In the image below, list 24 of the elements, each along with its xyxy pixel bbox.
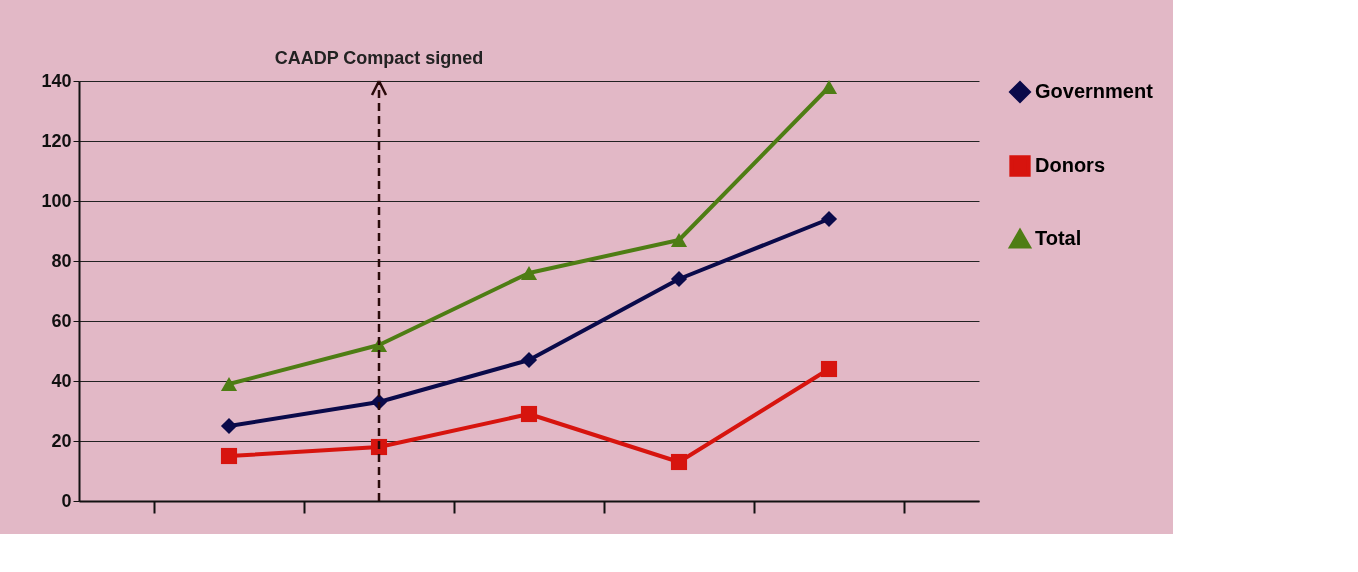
point (670, 453, 688, 471)
point (520, 266, 538, 280)
legend-label: Total (1035, 227, 1082, 249)
point (820, 80, 838, 94)
point (220, 447, 238, 465)
y-tick-label: 0 (61, 490, 72, 511)
text: CAADP Compact signed (274, 48, 484, 68)
point (670, 233, 688, 247)
point (670, 270, 688, 288)
point (520, 351, 538, 369)
point (820, 210, 838, 228)
point (820, 360, 838, 378)
point (520, 405, 538, 423)
point (220, 377, 238, 391)
legend-label: Donors (1035, 154, 1105, 176)
y-tick-label: 120 (41, 130, 72, 151)
y-tick-label: 140 (41, 70, 72, 91)
legend-label: Government (1035, 80, 1154, 102)
y-tick-label: 20 (51, 430, 72, 451)
y-tick-label: 60 (51, 310, 72, 331)
y-tick-label: 80 (51, 250, 72, 271)
point (220, 417, 238, 435)
y-tick-label: 100 (41, 190, 72, 211)
y-tick-label: 40 (51, 370, 72, 391)
